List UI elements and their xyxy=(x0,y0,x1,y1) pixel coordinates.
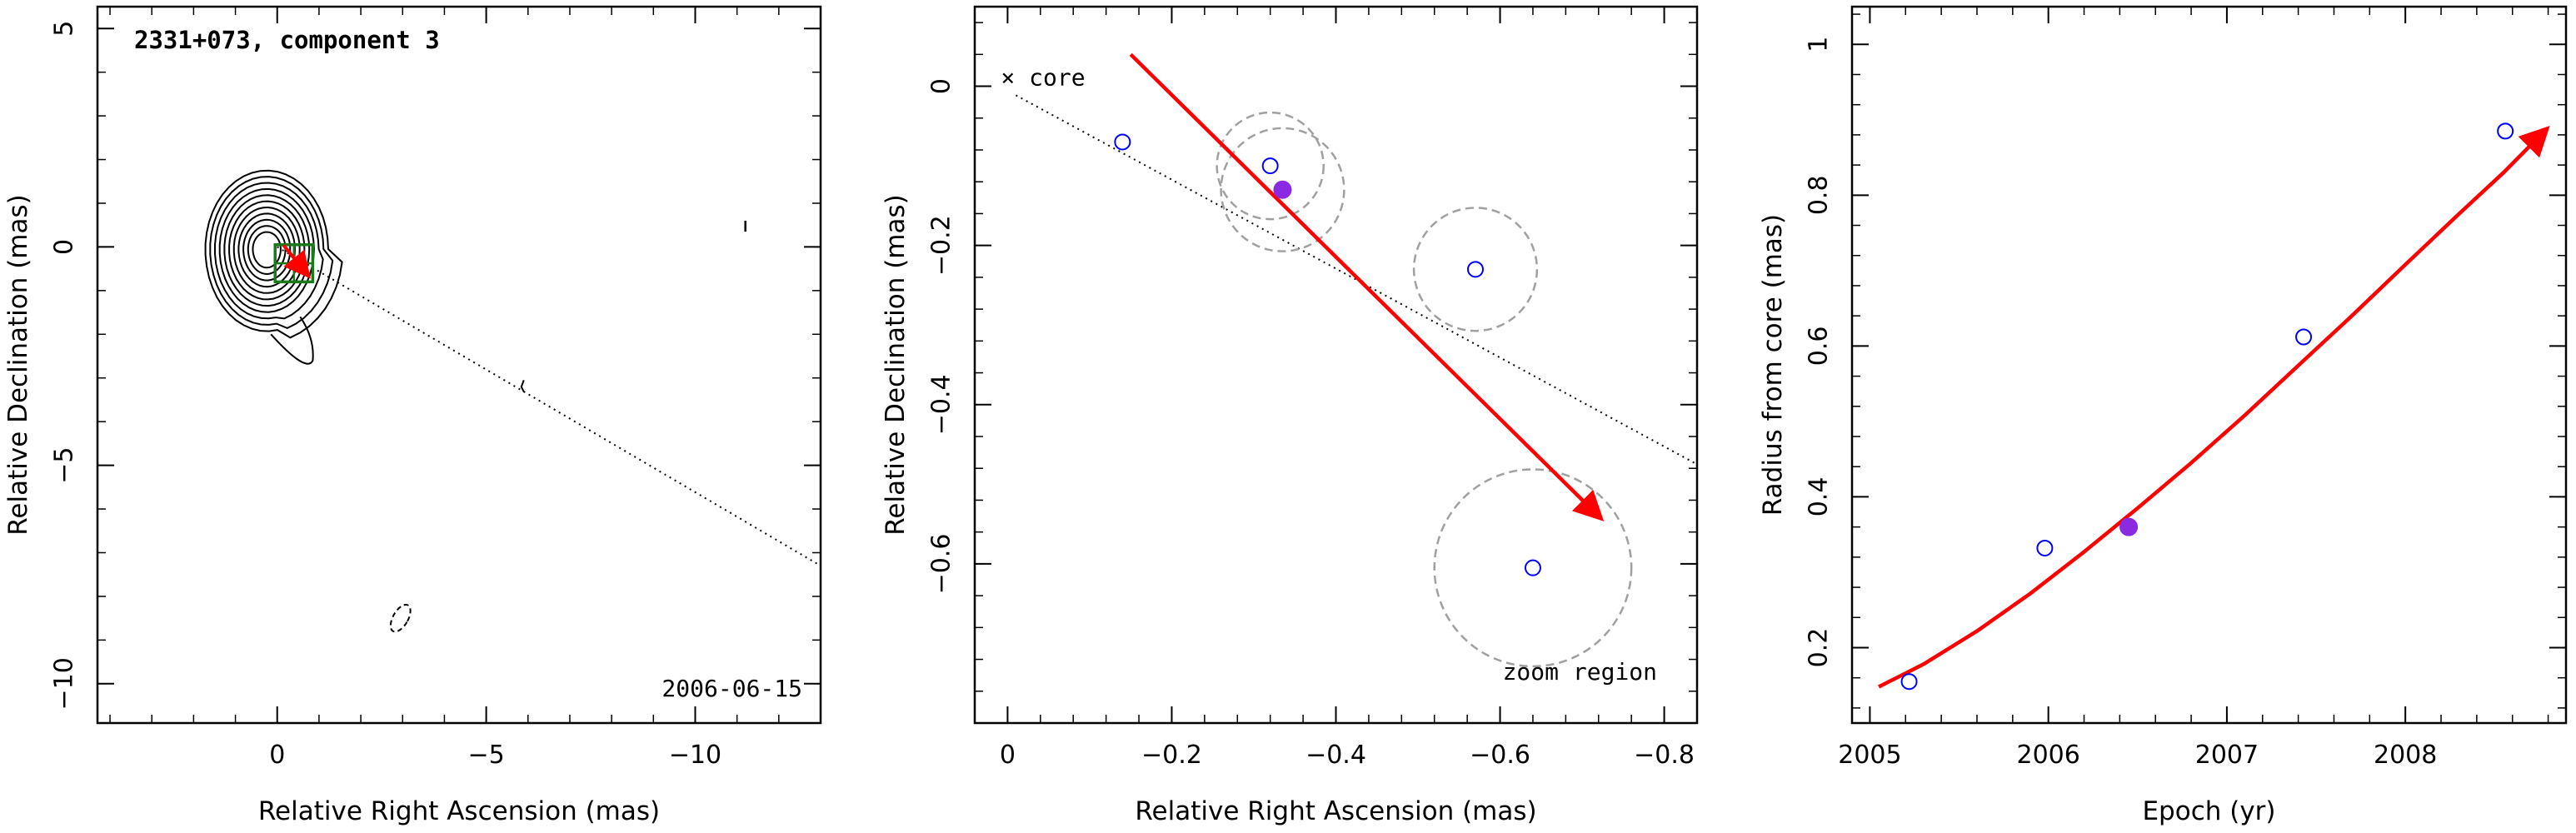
plot-frame xyxy=(973,5,1699,725)
contour-level xyxy=(209,176,334,330)
jet-direction-line xyxy=(277,246,821,567)
x-tick-label: −0.6 xyxy=(1470,741,1530,770)
y-tick-label: −5 xyxy=(50,446,79,483)
x-axis-label: Relative Right Ascension (mas) xyxy=(1135,796,1536,826)
negative-contour xyxy=(389,603,412,633)
x-tick-label: 2006 xyxy=(2016,741,2079,770)
core-label: × core xyxy=(1001,63,1085,91)
fit-curve xyxy=(1878,126,2550,689)
x-tick-label: 2008 xyxy=(2374,741,2437,770)
x-axis-label: Relative Right Ascension (mas) xyxy=(258,796,660,826)
error-circle xyxy=(1433,468,1633,668)
y-tick-label: −0.6 xyxy=(927,533,956,594)
x-tick-label: 0 xyxy=(1000,741,1016,770)
panel-zoom-positions: 0 −0.2 −0.4 −0.6 −0.8 0 −0.2 −0.4 −0.6 Relative R… xyxy=(881,5,1699,826)
data-point xyxy=(2295,328,2313,346)
y-tick-label: −0.4 xyxy=(927,374,956,435)
panel-vlbi-map: 0 −5 −10 5 0 −5 −10 Relative Right Ascension (m… xyxy=(3,5,822,826)
data-point xyxy=(1524,559,1541,576)
contour-level xyxy=(214,182,324,320)
y-axis-label: Relative Declination (mas) xyxy=(881,194,911,536)
data-point xyxy=(2036,539,2054,556)
y-tick-label: 0.6 xyxy=(1805,327,1834,367)
data-point xyxy=(1466,261,1484,278)
motion-arrow xyxy=(282,244,311,279)
contour-level xyxy=(218,187,315,313)
contour-level xyxy=(204,169,343,339)
data-point xyxy=(2119,517,2139,536)
y-tick-label: 0.4 xyxy=(1805,477,1834,517)
y-tick-label: 0 xyxy=(50,239,79,255)
zoom-region-label: zoom region xyxy=(1503,658,1657,686)
panel-title: 2331+073, component 3 xyxy=(134,26,440,54)
y-tick-label: 0.8 xyxy=(1805,175,1834,215)
y-tick-label: 1 xyxy=(1805,37,1834,52)
contour-level xyxy=(223,194,311,307)
error-circle xyxy=(1220,127,1345,252)
date-label: 2006-06-15 xyxy=(661,675,802,702)
plot-frame xyxy=(96,5,822,725)
contour-level xyxy=(228,200,306,301)
isolated-contour xyxy=(520,380,525,392)
data-point xyxy=(1261,157,1279,175)
y-axis-label: Radius from core (mas) xyxy=(1758,214,1788,516)
contour-tail xyxy=(270,316,314,365)
data-point xyxy=(1114,133,1131,151)
x-tick-label: 2005 xyxy=(1838,741,1901,770)
contour-level xyxy=(242,218,292,282)
x-tick-label: −0.2 xyxy=(1141,741,1202,770)
contour-level xyxy=(232,206,301,294)
x-tick-label: 0 xyxy=(269,741,285,770)
y-tick-label: −0.2 xyxy=(927,215,956,276)
x-tick-label: −0.8 xyxy=(1634,741,1695,770)
y-tick-label: 0 xyxy=(927,78,956,94)
y-tick-label: −10 xyxy=(50,657,79,710)
plot-frame xyxy=(1850,5,2568,725)
error-circle xyxy=(1216,111,1325,221)
data-point xyxy=(1900,673,1918,691)
data-point xyxy=(1273,180,1292,199)
x-tick-label: −0.4 xyxy=(1305,741,1366,770)
x-tick-label: −10 xyxy=(669,741,721,770)
y-tick-label: 5 xyxy=(50,21,79,37)
y-axis-label: Relative Declination (mas) xyxy=(3,194,33,536)
data-point xyxy=(2497,122,2514,140)
x-tick-label: 2007 xyxy=(2195,741,2259,770)
jet-direction-line xyxy=(1015,94,1698,466)
motion-arrow xyxy=(1129,52,1605,521)
x-tick-label: −5 xyxy=(467,741,504,770)
panel-radius-vs-epoch: 2005 2006 2007 2008 0.2 0.4 0.6 0.8 1 Epoch (yr) R… xyxy=(1758,5,2568,826)
error-circle xyxy=(1412,207,1539,332)
x-axis-label: Epoch (yr) xyxy=(2142,796,2275,826)
y-tick-label: 0.2 xyxy=(1805,628,1834,668)
